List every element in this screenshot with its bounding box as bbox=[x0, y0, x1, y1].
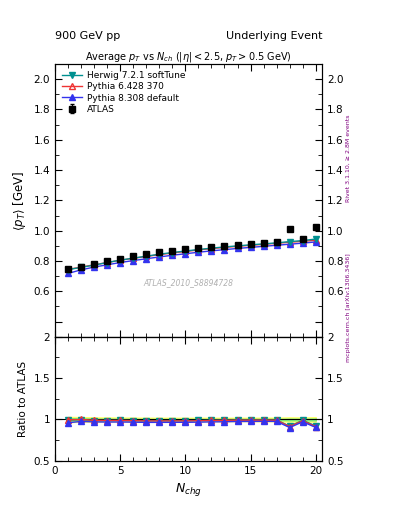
Pythia 8.308 default bbox=[196, 249, 201, 255]
Pythia 6.428 370 bbox=[261, 241, 266, 247]
Pythia 8.308 default bbox=[274, 242, 279, 248]
Pythia 8.308 default bbox=[79, 267, 83, 273]
Pythia 6.428 370 bbox=[209, 246, 214, 252]
Herwig 7.2.1 softTune bbox=[248, 242, 253, 248]
Herwig 7.2.1 softTune bbox=[79, 264, 83, 270]
Pythia 8.308 default bbox=[313, 239, 318, 245]
Pythia 6.428 370 bbox=[248, 242, 253, 248]
Herwig 7.2.1 softTune bbox=[222, 244, 227, 250]
Pythia 6.428 370 bbox=[170, 250, 175, 256]
Pythia 8.308 default bbox=[66, 270, 70, 276]
Text: ATLAS_2010_S8894728: ATLAS_2010_S8894728 bbox=[143, 278, 234, 287]
Pythia 8.308 default bbox=[131, 258, 136, 264]
Herwig 7.2.1 softTune bbox=[170, 249, 175, 255]
Line: Herwig 7.2.1 softTune: Herwig 7.2.1 softTune bbox=[65, 236, 318, 272]
Text: mcplots.cern.ch [arXiv:1306.3436]: mcplots.cern.ch [arXiv:1306.3436] bbox=[346, 253, 351, 361]
Pythia 8.308 default bbox=[157, 254, 162, 260]
Pythia 8.308 default bbox=[118, 260, 123, 266]
Pythia 6.428 370 bbox=[196, 247, 201, 253]
Herwig 7.2.1 softTune bbox=[261, 241, 266, 247]
Pythia 6.428 370 bbox=[144, 253, 149, 260]
Herwig 7.2.1 softTune bbox=[144, 253, 149, 259]
Pythia 8.308 default bbox=[183, 251, 188, 257]
Y-axis label: Ratio to ATLAS: Ratio to ATLAS bbox=[18, 361, 28, 437]
Text: Rivet 3.1.10, ≥ 2.8M events: Rivet 3.1.10, ≥ 2.8M events bbox=[346, 115, 351, 202]
Text: 900 GeV pp: 900 GeV pp bbox=[55, 31, 120, 41]
Herwig 7.2.1 softTune bbox=[300, 238, 305, 244]
Herwig 7.2.1 softTune bbox=[66, 267, 70, 273]
Pythia 6.428 370 bbox=[131, 255, 136, 261]
Line: Pythia 6.428 370: Pythia 6.428 370 bbox=[65, 238, 318, 272]
Pythia 8.308 default bbox=[287, 241, 292, 247]
Herwig 7.2.1 softTune bbox=[183, 248, 188, 254]
Y-axis label: $\langle p_T \rangle$ [GeV]: $\langle p_T \rangle$ [GeV] bbox=[11, 170, 28, 230]
Pythia 8.308 default bbox=[144, 255, 149, 262]
Pythia 6.428 370 bbox=[222, 244, 227, 250]
Pythia 8.308 default bbox=[170, 252, 175, 259]
Pythia 8.308 default bbox=[248, 244, 253, 250]
Herwig 7.2.1 softTune bbox=[118, 257, 123, 263]
Text: Underlying Event: Underlying Event bbox=[226, 31, 322, 41]
Pythia 8.308 default bbox=[209, 248, 214, 254]
Herwig 7.2.1 softTune bbox=[105, 260, 110, 266]
Herwig 7.2.1 softTune bbox=[287, 239, 292, 245]
Pythia 8.308 default bbox=[235, 245, 240, 251]
Title: Average $p_T$ vs $N_{ch}$ ($|\eta| < 2.5$, $p_T > 0.5$ GeV): Average $p_T$ vs $N_{ch}$ ($|\eta| < 2.5… bbox=[85, 50, 292, 64]
X-axis label: $N_{chg}$: $N_{chg}$ bbox=[175, 481, 202, 498]
Herwig 7.2.1 softTune bbox=[235, 243, 240, 249]
Herwig 7.2.1 softTune bbox=[196, 246, 201, 252]
Pythia 6.428 370 bbox=[300, 238, 305, 244]
Line: Pythia 8.308 default: Pythia 8.308 default bbox=[65, 239, 318, 276]
Herwig 7.2.1 softTune bbox=[209, 245, 214, 251]
Pythia 6.428 370 bbox=[235, 243, 240, 249]
Pythia 8.308 default bbox=[261, 243, 266, 249]
Herwig 7.2.1 softTune bbox=[157, 251, 162, 257]
Pythia 6.428 370 bbox=[92, 262, 97, 268]
Pythia 6.428 370 bbox=[105, 260, 110, 266]
Pythia 6.428 370 bbox=[183, 248, 188, 254]
Pythia 8.308 default bbox=[92, 264, 97, 270]
Pythia 6.428 370 bbox=[274, 240, 279, 246]
Pythia 6.428 370 bbox=[79, 264, 83, 270]
Pythia 6.428 370 bbox=[157, 251, 162, 258]
Pythia 6.428 370 bbox=[287, 239, 292, 245]
Pythia 6.428 370 bbox=[66, 266, 70, 272]
Pythia 6.428 370 bbox=[313, 237, 318, 243]
Herwig 7.2.1 softTune bbox=[92, 262, 97, 268]
Herwig 7.2.1 softTune bbox=[274, 240, 279, 246]
Herwig 7.2.1 softTune bbox=[313, 236, 318, 242]
Pythia 6.428 370 bbox=[118, 257, 123, 263]
Pythia 8.308 default bbox=[105, 262, 110, 268]
Pythia 8.308 default bbox=[222, 247, 227, 253]
Herwig 7.2.1 softTune bbox=[131, 255, 136, 261]
Legend: Herwig 7.2.1 softTune, Pythia 6.428 370, Pythia 8.308 default, ATLAS: Herwig 7.2.1 softTune, Pythia 6.428 370,… bbox=[59, 69, 188, 117]
Pythia 8.308 default bbox=[300, 240, 305, 246]
